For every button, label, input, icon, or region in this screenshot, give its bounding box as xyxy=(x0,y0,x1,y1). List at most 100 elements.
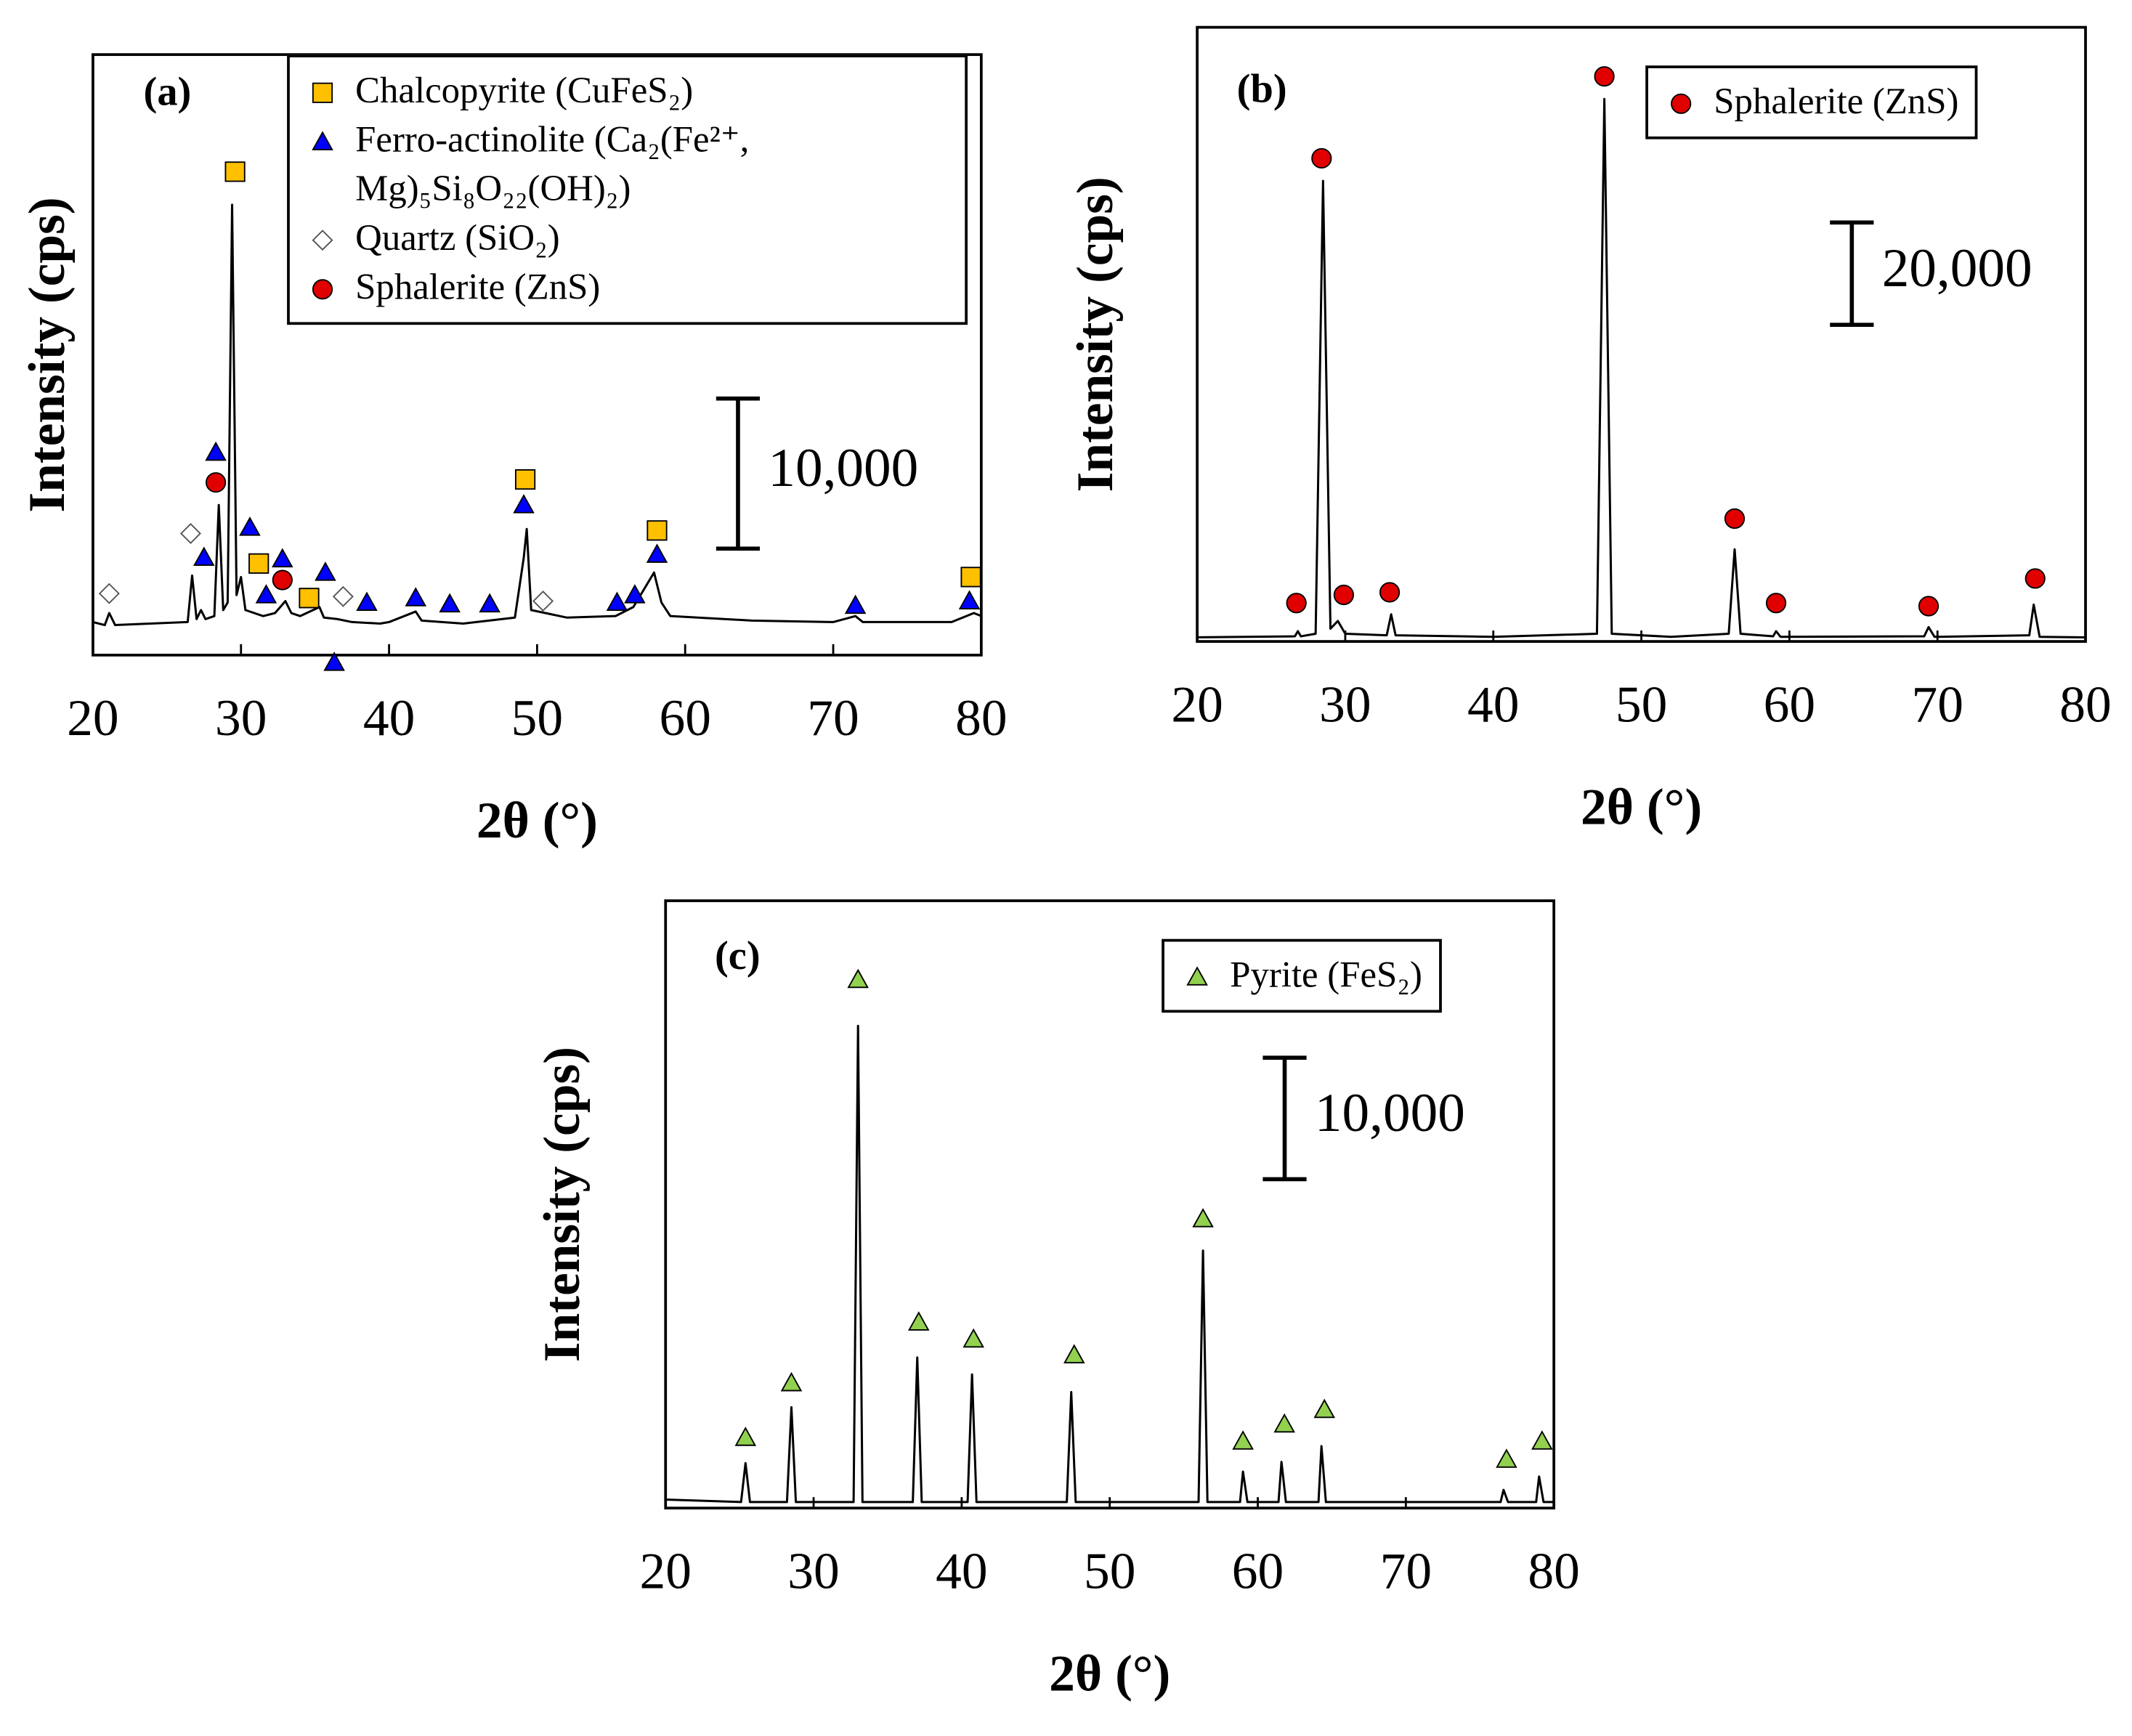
legend-swatch xyxy=(312,279,333,300)
marker xyxy=(847,968,869,989)
marker xyxy=(1379,582,1401,603)
x-axis-label: 2θ (°) xyxy=(1581,778,1702,835)
legend-label: Sphalerite (ZnS) xyxy=(355,266,601,307)
legend-swatch xyxy=(312,131,333,150)
marker xyxy=(272,569,293,591)
marker xyxy=(532,590,554,612)
legend-entry: Pyrite (FeS₂) xyxy=(1178,950,1422,999)
x-tick-label: 20 xyxy=(640,1543,692,1600)
marker xyxy=(646,543,668,563)
marker xyxy=(98,583,120,604)
scale-bar xyxy=(716,396,761,551)
legend-swatch xyxy=(1671,93,1692,114)
scale-bar xyxy=(1262,1055,1307,1182)
marker xyxy=(312,279,333,300)
x-tick-label: 60 xyxy=(1764,676,1815,733)
marker xyxy=(1313,1398,1336,1419)
legend: Sphalerite (ZnS) xyxy=(1645,65,1978,139)
legend-entry: Quartz (SiO₂) xyxy=(304,213,949,262)
marker xyxy=(193,546,215,567)
marker xyxy=(513,494,535,514)
panel-label: (b) xyxy=(1237,67,1287,112)
marker xyxy=(332,585,354,607)
marker xyxy=(962,1328,984,1348)
x-tick-label: 40 xyxy=(1467,676,1519,733)
x-tick-label: 80 xyxy=(1528,1543,1579,1600)
marker xyxy=(479,593,500,613)
scale-bar-label: 10,000 xyxy=(1315,1083,1465,1143)
legend-label: Chalcopyrite (CuFeS₂) xyxy=(355,69,694,111)
legend-entry: Ferro-actinolite (Ca₂(Fe²⁺, Mg)₅Si₈O₂₂(O… xyxy=(304,115,949,213)
x-tick-label: 80 xyxy=(955,689,1007,747)
marker xyxy=(1232,1430,1254,1450)
x-tick-label: 30 xyxy=(1319,676,1371,733)
marker xyxy=(323,652,345,671)
marker xyxy=(1311,147,1332,169)
x-tick-label: 20 xyxy=(1171,676,1223,733)
marker xyxy=(1496,1448,1517,1468)
marker xyxy=(205,472,227,493)
marker xyxy=(1186,966,1208,986)
marker xyxy=(1765,593,1787,614)
y-axis-label: Intensity (cps) xyxy=(533,1047,591,1362)
x-tick-label: 50 xyxy=(1616,676,1667,733)
x-tick-label: 50 xyxy=(1084,1543,1135,1600)
marker xyxy=(1671,93,1692,114)
panel-label: (a) xyxy=(144,69,192,114)
marker xyxy=(312,230,333,251)
marker xyxy=(1273,1413,1295,1433)
marker xyxy=(439,593,461,613)
marker xyxy=(960,567,981,588)
y-axis-label: Intensity (cps) xyxy=(18,197,76,512)
marker xyxy=(780,1371,803,1392)
y-axis-label: Intensity (cps) xyxy=(1066,177,1124,492)
marker xyxy=(624,584,646,604)
marker xyxy=(239,516,261,536)
scale-bar-label: 10,000 xyxy=(768,438,918,498)
x-tick-label: 70 xyxy=(807,689,859,747)
legend-swatch xyxy=(1186,966,1208,986)
scale-bar xyxy=(1830,220,1874,328)
x-axis-label: 2θ (°) xyxy=(1049,1645,1170,1703)
x-tick-label: 50 xyxy=(511,689,563,747)
marker xyxy=(1918,596,1940,617)
marker xyxy=(734,1427,757,1446)
x-tick-label: 80 xyxy=(2059,676,2111,733)
legend-label: Sphalerite (ZnS) xyxy=(1714,80,1959,122)
marker xyxy=(908,1311,930,1331)
x-tick-label: 30 xyxy=(787,1543,839,1600)
marker xyxy=(958,590,981,609)
legend-label: Ferro-actinolite (Ca₂(Fe²⁺, Mg)₅Si₈O₂₂(O… xyxy=(355,118,750,209)
x-axis-label: 2θ (°) xyxy=(477,792,598,849)
marker xyxy=(2024,568,2046,589)
legend-swatch xyxy=(312,82,333,103)
marker xyxy=(1594,66,1615,87)
x-tick-label: 60 xyxy=(659,689,710,747)
xrd-pattern xyxy=(665,1024,1555,1504)
x-tick-label: 40 xyxy=(363,689,415,747)
legend-entry: Sphalerite (ZnS) xyxy=(1662,76,1959,126)
marker xyxy=(405,587,427,607)
marker xyxy=(312,131,333,150)
x-tick-label: 70 xyxy=(1911,676,1963,733)
marker xyxy=(205,441,227,461)
marker xyxy=(356,591,378,612)
legend-label: Pyrite (FeS₂) xyxy=(1230,954,1422,995)
marker xyxy=(844,594,867,615)
marker xyxy=(224,161,246,182)
x-tick-label: 30 xyxy=(215,689,267,747)
scale-bar-label: 20,000 xyxy=(1882,238,2032,299)
legend-entry: Chalcopyrite (CuFeS₂) xyxy=(304,65,949,115)
x-tick-label: 70 xyxy=(1380,1543,1432,1600)
x-tick-label: 40 xyxy=(936,1543,987,1600)
marker xyxy=(1531,1430,1553,1450)
marker xyxy=(1063,1344,1085,1363)
legend-swatch xyxy=(312,230,333,251)
marker xyxy=(179,522,201,544)
marker xyxy=(606,591,628,612)
marker xyxy=(647,520,668,541)
marker xyxy=(1286,593,1307,614)
marker xyxy=(514,469,536,490)
